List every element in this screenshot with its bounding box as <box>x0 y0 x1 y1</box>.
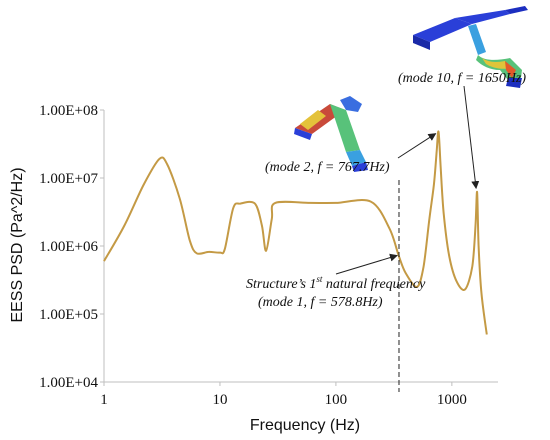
y-tick-label: 1.00E+05 <box>39 307 98 323</box>
tick-labels: 1.00E+04 1.00E+05 1.00E+06 1.00E+07 1.00E+08… <box>39 103 467 408</box>
y-tick-label: 1.00E+08 <box>39 103 98 119</box>
psd-series-line <box>103 130 488 335</box>
x-tick-label: 100 <box>325 392 348 408</box>
x-tick-label: 1000 <box>437 392 467 408</box>
annotation-mode-1-line1: Structure’s 1st natural frequency <box>246 274 426 292</box>
mode-shape-images <box>294 6 528 172</box>
x-tick-label: 1 <box>100 392 108 408</box>
annotation-mode-10: (mode 10, f = 1650Hz) <box>398 71 526 86</box>
series-layer <box>103 130 488 392</box>
y-tick-label: 1.00E+07 <box>39 171 98 187</box>
y-tick-label: 1.00E+04 <box>39 375 98 391</box>
y-axis-label: EESS PSD (Pa^2/Hz) <box>9 167 26 322</box>
x-axis-label: Frequency (Hz) <box>250 417 360 434</box>
annotation-mode-1-main: Structure’s 1 <box>246 277 316 292</box>
y-tick-label: 1.00E+06 <box>39 239 98 255</box>
annotation-mode-1-arrow <box>335 253 398 275</box>
mode-10-shape-image <box>413 6 528 88</box>
annotation-mode-2: (mode 2, f = 767.7Hz) <box>265 160 390 175</box>
annotations: (mode 10, f = 1650Hz) (mode 2, f = 767.7H… <box>246 71 526 310</box>
x-tick-label: 10 <box>212 392 227 408</box>
annotation-mode-1-sup: st <box>316 274 323 284</box>
mode-2-shape-image <box>294 96 368 172</box>
annotation-mode-1-tail: natural frequency <box>322 277 426 292</box>
annotation-mode-1-line2: (mode 1, f = 578.8Hz) <box>258 295 383 310</box>
annotation-mode-10-arrow <box>463 85 480 190</box>
annotation-mode-2-arrow <box>397 133 437 159</box>
